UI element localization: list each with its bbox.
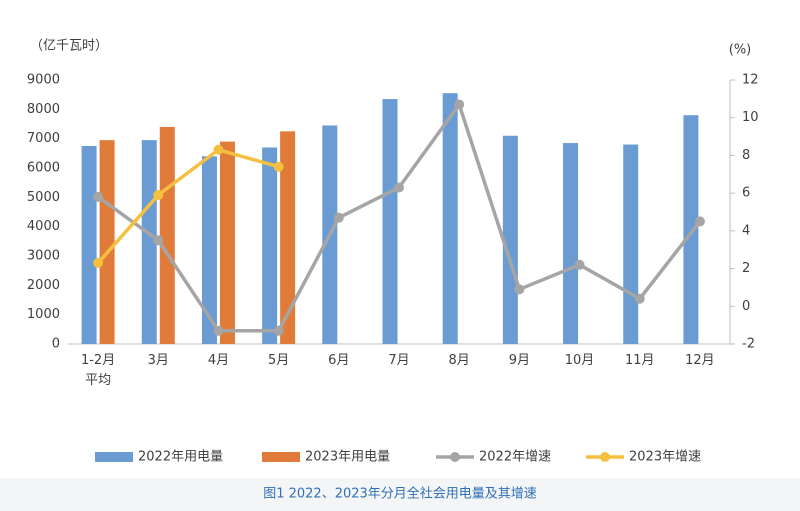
line-point <box>213 144 224 155</box>
legend-label: 2022年用电量 <box>138 450 223 465</box>
bar <box>623 144 639 344</box>
legend-swatch <box>95 452 133 462</box>
bar <box>563 143 579 344</box>
x-tick-label: 7月 <box>388 353 409 368</box>
y2-tick-label: 8 <box>742 148 750 163</box>
line-point <box>273 325 284 336</box>
line <box>96 148 280 265</box>
line-point <box>153 190 164 201</box>
x-tick-label: 10月 <box>565 353 595 368</box>
line-point <box>93 191 104 202</box>
y-tick-label: 2000 <box>27 278 60 293</box>
y2-tick-label: 12 <box>742 73 759 88</box>
line-point <box>273 161 284 172</box>
line-point <box>213 325 224 336</box>
x-tick-label: 9月 <box>509 353 530 368</box>
y-tick-label: 3000 <box>27 249 60 264</box>
bar <box>262 147 278 344</box>
x-tick-label: 8月 <box>449 353 470 368</box>
bar <box>201 156 217 344</box>
legend-label: 2023年增速 <box>629 450 701 465</box>
y2-axis-label: (%) <box>729 43 752 58</box>
y2-tick-label: 6 <box>742 186 750 201</box>
line-point <box>394 182 404 193</box>
x-tick-label: 1-2月平均 <box>81 353 115 388</box>
y-tick-label: 9000 <box>27 73 60 88</box>
bar <box>141 140 157 344</box>
y-tick-label: 4000 <box>27 219 60 234</box>
legend-marker <box>450 452 460 462</box>
line <box>97 102 702 333</box>
y2-tick-label: 2 <box>742 261 750 276</box>
caption-band <box>0 478 800 511</box>
y2-tick-label: 10 <box>742 110 759 125</box>
legend-swatch <box>262 452 300 462</box>
caption: 图1 2022、2023年分月全社会用电量及其增速 <box>263 486 537 502</box>
line-point <box>694 216 705 227</box>
x-tick-label: 6月 <box>328 353 349 368</box>
bar <box>219 141 235 344</box>
x-tick-label: 12月 <box>685 353 715 368</box>
y-tick-label: 1000 <box>27 307 60 322</box>
y-tick-label: 7000 <box>27 131 60 146</box>
y-tick-label: 5000 <box>27 190 60 205</box>
legend-label: 2023年用电量 <box>305 450 390 465</box>
legend-label: 2022年增速 <box>479 450 551 465</box>
bar <box>99 140 115 344</box>
line-point <box>634 293 645 304</box>
y-tick-label: 8000 <box>27 102 60 117</box>
line-point <box>454 99 465 110</box>
y-tick-label: 0 <box>52 337 60 352</box>
x-tick-label: 5月 <box>268 353 289 368</box>
line-point <box>333 212 344 223</box>
bar <box>159 126 175 344</box>
bar <box>502 135 518 344</box>
line-point <box>514 284 525 295</box>
y2-tick-label: -2 <box>742 337 755 352</box>
line-point <box>574 259 585 270</box>
line-point <box>153 235 164 246</box>
x-tick-label: 4月 <box>208 353 229 368</box>
bar <box>683 115 699 344</box>
y2-tick-label: 0 <box>742 299 750 314</box>
bar <box>382 99 398 344</box>
x-tick-label: 3月 <box>148 353 169 368</box>
x-tick-label: 11月 <box>625 353 655 368</box>
y2-tick-label: 4 <box>742 223 750 238</box>
bar <box>280 131 296 344</box>
y-tick-label: 6000 <box>27 161 60 176</box>
y-axis-label: （亿千瓦时） <box>30 39 108 54</box>
bar <box>442 93 458 344</box>
bar <box>81 146 97 344</box>
line-point <box>93 257 104 268</box>
legend-marker <box>600 452 610 462</box>
